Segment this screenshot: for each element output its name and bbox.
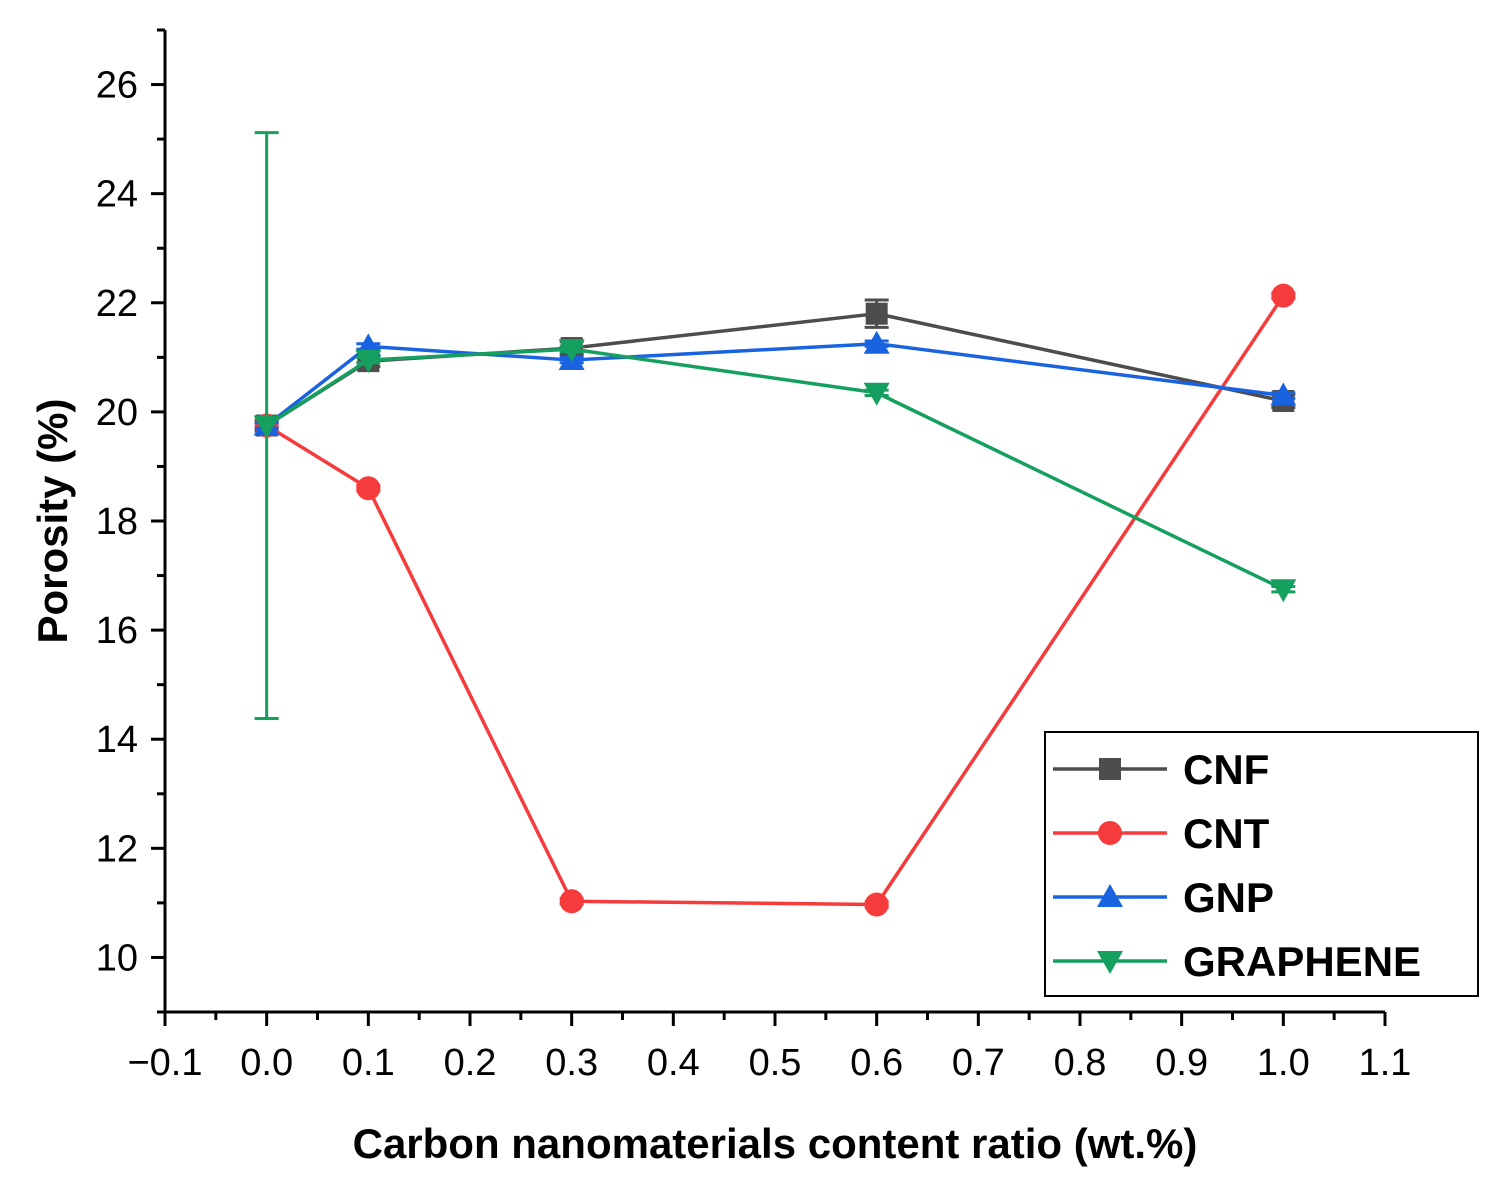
legend-item-cnt: CNT: [1053, 810, 1270, 857]
y-tick-label: 20: [96, 392, 138, 434]
legend-label-cnf: CNF: [1183, 746, 1269, 793]
legend: CNF CNT GNP GRAPHENE: [1044, 731, 1479, 997]
x-tick-label: 0.3: [545, 1042, 598, 1084]
graphene-point: [1270, 579, 1297, 603]
graphene-point: [863, 382, 890, 406]
y-tick-label: 24: [96, 174, 138, 216]
x-axis-title: Carbon nanomaterials content ratio (wt.%…: [353, 1120, 1198, 1167]
cnt-point: [864, 892, 889, 917]
x-tick-label: −0.1: [127, 1042, 202, 1084]
x-tick-label: 0.1: [342, 1042, 395, 1084]
graphene-line: [265, 347, 1285, 591]
series-graphene: [253, 131, 1297, 720]
legend-item-graphene: GRAPHENE: [1053, 938, 1421, 985]
gnp-point: [1270, 382, 1297, 406]
legend-marker-gnp: [1097, 884, 1123, 907]
legend-label-gnp: GNP: [1183, 874, 1274, 921]
y-tick-label: 12: [96, 828, 138, 870]
series-cnf: [254, 298, 1296, 437]
legend-item-gnp: GNP: [1053, 874, 1274, 921]
cnf-point: [865, 302, 888, 325]
cnt-point: [559, 889, 584, 914]
x-tick-label: 1.0: [1257, 1042, 1310, 1084]
cnt-point: [1271, 283, 1296, 308]
legend-marker-cnf: [1099, 758, 1121, 780]
y-tick-label: 16: [96, 610, 138, 652]
x-tick-label: 1.1: [1359, 1042, 1412, 1084]
x-tick-label: 0.6: [850, 1042, 903, 1084]
graphene-point: [558, 339, 585, 363]
x-tick-label: 0.9: [1155, 1042, 1208, 1084]
x-tick-label: 0.8: [1054, 1042, 1107, 1084]
graphene-point: [253, 415, 280, 439]
x-tick-label: 0.2: [444, 1042, 497, 1084]
y-tick-label: 18: [96, 501, 138, 543]
cnf-line: [265, 311, 1284, 428]
x-tick-label: 0.5: [749, 1042, 802, 1084]
series-layer: [253, 131, 1297, 917]
legend-label-cnt: CNT: [1183, 810, 1270, 857]
y-tick-label: 26: [96, 65, 138, 107]
y-axis-title: Porosity (%): [29, 398, 76, 643]
legend-marker-graphene: [1097, 951, 1123, 974]
y-tick-label: 14: [96, 719, 138, 761]
x-tick-label: 0.0: [240, 1042, 293, 1084]
legend-label-graphene: GRAPHENE: [1183, 938, 1421, 985]
axes: −0.1 0.0 0.1 0.2 0.3 0.4 0.5 0.6 0.7 0.8 0.9 1.0 1.1…: [96, 28, 1412, 1084]
x-tick-label: 0.4: [647, 1042, 700, 1084]
y-tick-label: 10: [96, 937, 138, 979]
legend-marker-cnt: [1098, 821, 1122, 845]
gnp-point: [863, 330, 890, 354]
series-gnp: [253, 330, 1297, 436]
legend-item-cnf: CNF: [1053, 746, 1269, 793]
y-tick-label: 22: [96, 283, 138, 325]
x-tick-label: 0.7: [952, 1042, 1005, 1084]
cnt-point: [356, 476, 381, 501]
graphene-point: [355, 350, 382, 374]
